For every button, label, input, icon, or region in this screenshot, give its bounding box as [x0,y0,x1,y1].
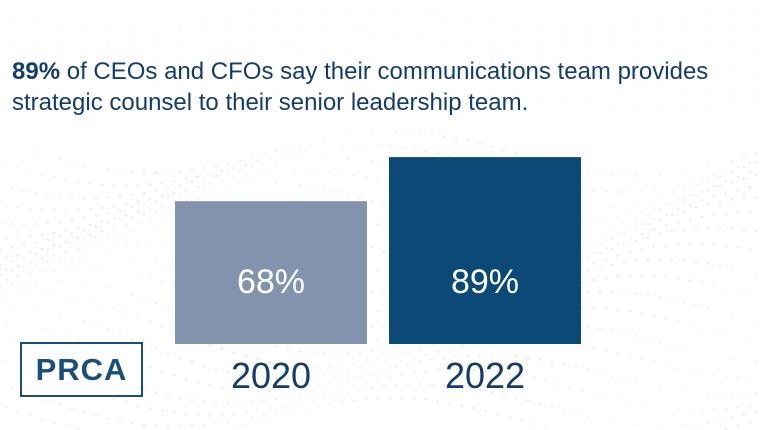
value-label-2022: 89% [451,263,519,301]
category-label-2022: 2022 [445,355,525,396]
headline-emphasis: 89% [12,58,61,85]
headline: 89% of CEOs and CFOs say their communica… [12,56,748,118]
value-label-2020: 68% [237,263,305,301]
bar-2022 [389,157,581,344]
headline-text: of CEOs and CFOs say their communication… [12,58,709,116]
category-label-2020: 2020 [231,355,311,396]
bar-2020 [175,201,367,344]
prca-logo: PRCA [20,342,143,397]
prca-logo-text: PRCA [35,351,128,387]
